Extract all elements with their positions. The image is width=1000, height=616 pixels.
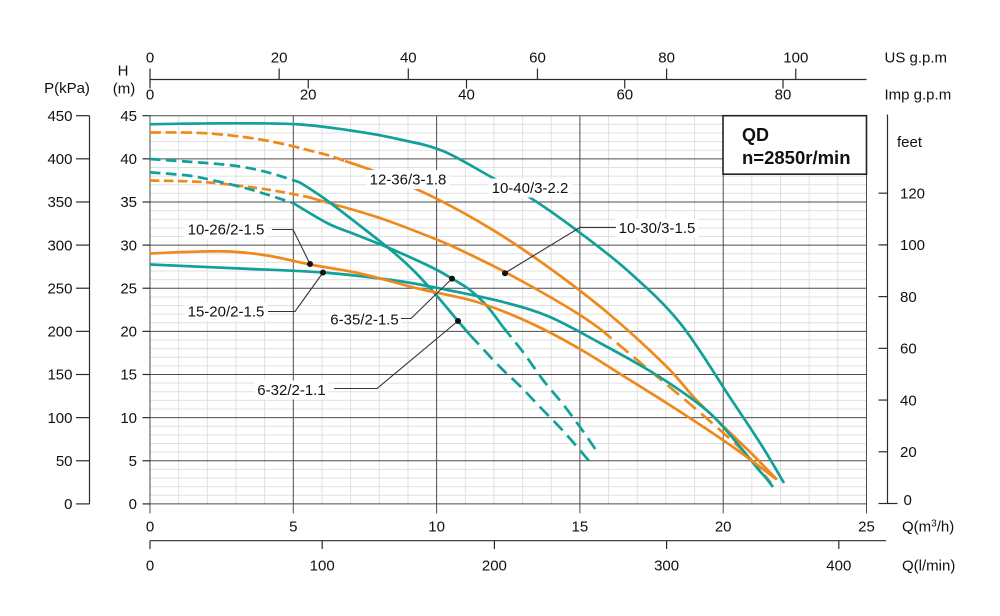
svg-text:25: 25 [120, 280, 137, 297]
svg-text:20: 20 [271, 50, 288, 67]
svg-text:10-30/3-1.5: 10-30/3-1.5 [619, 220, 696, 237]
svg-text:10-26/2-1.5: 10-26/2-1.5 [188, 222, 265, 239]
svg-text:US g.p.m: US g.p.m [885, 50, 948, 67]
svg-text:0: 0 [146, 519, 154, 536]
svg-text:100: 100 [310, 558, 335, 575]
svg-text:0: 0 [146, 558, 154, 575]
svg-text:0: 0 [146, 87, 154, 104]
svg-text:40: 40 [400, 50, 417, 67]
svg-text:40: 40 [458, 87, 475, 104]
svg-text:50: 50 [56, 453, 73, 470]
svg-text:100: 100 [783, 50, 808, 67]
svg-text:15: 15 [572, 519, 589, 536]
svg-text:60: 60 [900, 341, 917, 358]
svg-text:35: 35 [120, 194, 137, 211]
svg-text:80: 80 [658, 50, 675, 67]
svg-text:15-20/2-1.5: 15-20/2-1.5 [188, 304, 265, 321]
svg-text:P(kPa): P(kPa) [44, 80, 90, 97]
svg-text:(m): (m) [113, 81, 136, 98]
svg-text:100: 100 [47, 410, 72, 427]
svg-text:QD: QD [742, 125, 769, 145]
svg-text:200: 200 [482, 558, 507, 575]
svg-text:25: 25 [858, 519, 875, 536]
svg-text:350: 350 [47, 194, 72, 211]
svg-text:Q(m3/h): Q(m3/h) [902, 519, 954, 536]
svg-text:5: 5 [289, 519, 297, 536]
svg-text:60: 60 [616, 87, 633, 104]
svg-text:Q(l/min): Q(l/min) [902, 558, 955, 575]
svg-text:40: 40 [900, 392, 917, 409]
svg-text:250: 250 [47, 280, 72, 297]
svg-text:feet: feet [897, 134, 923, 151]
svg-text:5: 5 [129, 453, 137, 470]
svg-text:10: 10 [428, 519, 445, 536]
svg-text:0: 0 [64, 496, 72, 513]
svg-text:6-35/2-1.5: 6-35/2-1.5 [330, 312, 398, 329]
svg-text:H: H [118, 63, 129, 80]
svg-text:6-32/2-1.1: 6-32/2-1.1 [257, 382, 325, 399]
svg-text:Imp g.p.m: Imp g.p.m [885, 87, 952, 104]
svg-text:10-40/3-2.2: 10-40/3-2.2 [492, 180, 569, 197]
svg-text:150: 150 [47, 367, 72, 384]
svg-text:12-36/3-1.8: 12-36/3-1.8 [370, 172, 447, 189]
svg-text:400: 400 [826, 558, 851, 575]
svg-text:80: 80 [775, 87, 792, 104]
svg-text:100: 100 [900, 237, 925, 254]
svg-text:20: 20 [900, 444, 917, 461]
svg-text:n=2850r/min: n=2850r/min [742, 147, 851, 168]
svg-text:450: 450 [47, 108, 72, 125]
svg-text:300: 300 [47, 237, 72, 254]
svg-text:80: 80 [900, 289, 917, 306]
svg-text:0: 0 [904, 492, 912, 509]
svg-text:0: 0 [146, 50, 154, 67]
svg-text:30: 30 [120, 237, 137, 254]
svg-text:20: 20 [300, 87, 317, 104]
svg-text:40: 40 [120, 151, 137, 168]
svg-text:200: 200 [47, 324, 72, 341]
svg-text:120: 120 [900, 185, 925, 202]
svg-text:15: 15 [120, 367, 137, 384]
svg-text:20: 20 [715, 519, 732, 536]
svg-text:45: 45 [120, 108, 137, 125]
svg-text:60: 60 [529, 50, 546, 67]
svg-text:10: 10 [120, 410, 137, 427]
svg-text:20: 20 [120, 324, 137, 341]
svg-text:400: 400 [47, 151, 72, 168]
svg-text:0: 0 [129, 496, 137, 513]
svg-text:300: 300 [654, 558, 679, 575]
